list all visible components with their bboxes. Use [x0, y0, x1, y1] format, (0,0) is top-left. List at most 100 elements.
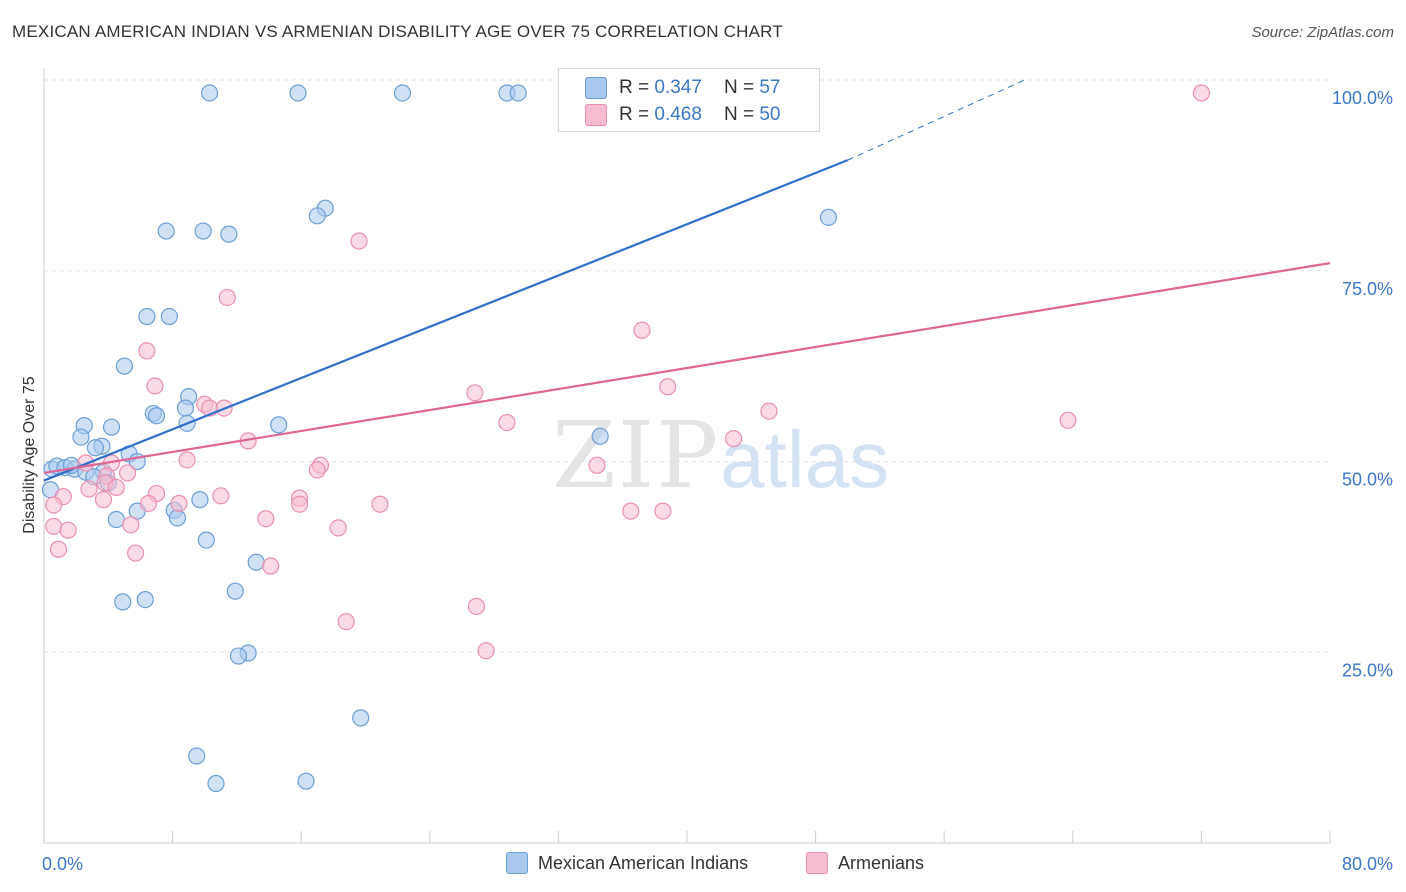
point-mexican-american-indians — [86, 439, 105, 457]
legend-r-value: 0.468 — [654, 104, 702, 125]
point-armenians — [654, 502, 672, 520]
x-tick-label: 80.0% — [1342, 854, 1393, 874]
point-mexican-american-indians — [229, 647, 248, 665]
point-armenians — [760, 402, 778, 420]
point-armenians — [212, 487, 230, 505]
point-mexican-american-indians — [72, 428, 90, 446]
point-armenians — [633, 321, 651, 339]
y-tick-label: 100.0% — [1332, 88, 1393, 108]
correlation-legend: R = 0.347 N = 57 R = 0.468 N = 50 — [558, 68, 820, 132]
legend-label: Mexican American Indians — [538, 852, 749, 873]
legend-n-value: 57 — [759, 77, 781, 98]
y-tick-label: 75.0% — [1342, 279, 1393, 299]
legend-item-mexican-american-indians: Mexican American Indians — [506, 852, 748, 874]
legend-swatch-pink — [806, 852, 828, 874]
point-armenians — [498, 413, 516, 432]
point-armenians — [107, 478, 125, 497]
point-armenians — [262, 557, 280, 575]
x-tick-label: 0.0% — [42, 854, 83, 874]
point-mexican-american-indians — [136, 591, 154, 609]
watermark: ZIPatlas — [552, 402, 889, 509]
legend-swatch-blue — [585, 77, 607, 99]
point-mexican-american-indians — [115, 357, 133, 375]
point-mexican-american-indians — [138, 307, 156, 326]
point-mexican-american-indians — [107, 510, 125, 529]
point-mexican-american-indians — [114, 593, 132, 611]
legend-item-armenians: Armenians — [806, 852, 924, 874]
point-armenians — [290, 495, 309, 513]
point-armenians — [1059, 411, 1077, 429]
point-mexican-american-indians — [160, 307, 178, 326]
point-armenians — [659, 378, 677, 396]
legend-n-value: 50 — [759, 104, 781, 125]
point-mexican-american-indians — [819, 208, 838, 226]
watermark-atlas: atlas — [720, 415, 890, 504]
point-armenians — [94, 491, 113, 509]
legend-n-label: N = — [723, 104, 755, 125]
point-armenians — [308, 461, 326, 479]
point-armenians — [118, 464, 137, 482]
point-armenians — [622, 502, 640, 520]
point-armenians — [49, 540, 68, 558]
y-tick-label: 25.0% — [1342, 660, 1393, 680]
point-mexican-american-indians — [220, 225, 238, 243]
legend-row-pink: R = 0.468 N = 50 — [585, 104, 780, 126]
point-armenians — [45, 496, 63, 514]
point-armenians — [178, 451, 196, 469]
point-mexican-american-indians — [191, 491, 209, 509]
point-armenians — [80, 480, 98, 498]
point-armenians — [477, 642, 495, 660]
legend-label: Armenians — [838, 852, 925, 873]
point-armenians — [122, 516, 140, 534]
legend-r-label: R = — [619, 104, 650, 125]
point-armenians — [350, 232, 368, 250]
point-mexican-american-indians — [102, 418, 121, 436]
point-mexican-american-indians — [297, 772, 315, 790]
point-armenians — [466, 384, 484, 402]
point-mexican-american-indians — [188, 747, 206, 765]
y-axis-label: Disability Age Over 75 — [21, 376, 38, 534]
point-armenians — [329, 519, 347, 537]
point-armenians — [467, 597, 486, 616]
legend-swatch-blue — [506, 852, 528, 874]
point-armenians — [725, 430, 743, 448]
point-mexican-american-indians — [168, 509, 187, 527]
trendline-extension-mexican-american-indians — [847, 79, 1025, 161]
point-mexican-american-indians — [509, 84, 527, 102]
point-armenians — [1192, 84, 1211, 102]
point-armenians — [139, 494, 158, 513]
point-armenians — [170, 494, 188, 513]
trendline-mexican-american-indians — [43, 159, 849, 482]
point-mexican-american-indians — [270, 416, 288, 434]
point-armenians — [127, 544, 145, 562]
point-mexican-american-indians — [289, 84, 307, 102]
point-mexican-american-indians — [226, 582, 244, 600]
point-mexican-american-indians — [197, 531, 215, 549]
point-mexican-american-indians — [194, 222, 212, 240]
point-mexican-american-indians — [157, 222, 175, 240]
point-mexican-american-indians — [393, 84, 412, 102]
legend-row-blue: R = 0.347 N = 57 — [585, 77, 780, 99]
point-armenians — [337, 613, 355, 631]
point-mexican-american-indians — [200, 84, 219, 102]
chart-source: Source: ZipAtlas.com — [1251, 24, 1394, 41]
legend-r-label: R = — [619, 77, 650, 98]
point-armenians — [218, 288, 236, 307]
point-mexican-american-indians — [308, 207, 326, 225]
legend-n-label: N = — [723, 77, 755, 98]
legend-swatch-pink — [585, 104, 607, 126]
point-armenians — [138, 342, 156, 360]
chart-title: MEXICAN AMERICAN INDIAN VS ARMENIAN DISA… — [12, 22, 783, 41]
y-tick-label: 50.0% — [1342, 470, 1393, 490]
point-armenians — [146, 377, 164, 395]
point-armenians — [257, 510, 275, 528]
point-mexican-american-indians — [147, 407, 166, 425]
point-mexican-american-indians — [352, 709, 370, 727]
watermark-zip: ZIP — [552, 402, 721, 509]
point-mexican-american-indians — [591, 427, 609, 445]
point-armenians — [45, 517, 63, 535]
trendline-armenians — [43, 262, 1331, 475]
point-armenians — [588, 456, 606, 474]
point-mexican-american-indians — [207, 774, 225, 793]
